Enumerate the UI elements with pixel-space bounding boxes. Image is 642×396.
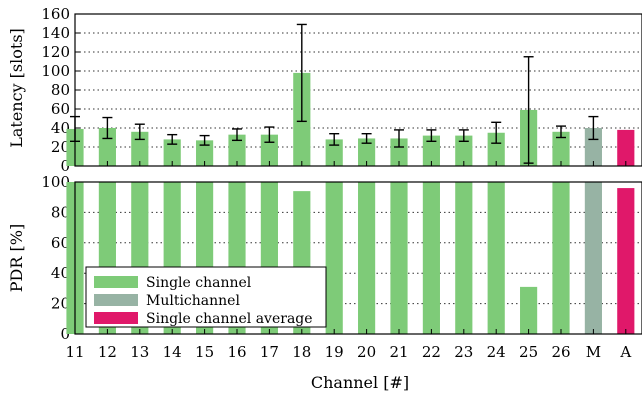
latency-ytick-label: 40 xyxy=(51,119,70,137)
pdr-ytick-label: 100 xyxy=(41,173,70,191)
latency-bar-single-channel xyxy=(163,139,181,166)
latency-ytick-label: 120 xyxy=(41,43,70,61)
pdr-axis-title: PDR [%] xyxy=(7,224,26,292)
latency-bar-single-channel xyxy=(422,135,440,166)
channel-tick-label: 17 xyxy=(260,343,279,361)
channel-tick-label: 20 xyxy=(357,343,376,361)
legend-swatch-single-channel-average xyxy=(94,312,138,324)
pdr-bar-single-channel xyxy=(520,286,538,334)
pdr-bar-single-channel xyxy=(487,182,505,334)
channel-tick-label: 18 xyxy=(292,343,311,361)
latency-axis-title: Latency [slots] xyxy=(7,28,26,148)
latency-ytick-label: 60 xyxy=(51,100,70,118)
latency-bar-single-channel-average xyxy=(617,129,635,166)
latency-ytick-label: 140 xyxy=(41,24,70,42)
latency-bar-single-channel xyxy=(228,134,246,166)
channel-tick-label: 22 xyxy=(422,343,441,361)
channel-tick-label: 21 xyxy=(389,343,408,361)
channel-tick-label: M xyxy=(586,343,601,361)
pdr-ytick-label: 20 xyxy=(51,295,70,313)
legend-swatch-multichannel xyxy=(94,294,138,306)
pdr-bar-single-channel-average xyxy=(617,188,635,334)
latency-bar-single-channel xyxy=(455,135,473,166)
x-axis: 11 12 13 14 15 16 17 18 19 20 21 22 23 24 25 26 M A xyxy=(65,343,631,361)
latency-bar-single-channel xyxy=(98,128,116,166)
legend-label-single-channel-average: Single channel average xyxy=(146,311,313,327)
legend: Single channel Multichannel Single chann… xyxy=(85,266,327,328)
latency-bar-single-channel xyxy=(552,131,570,166)
latency-bar-single-channel xyxy=(487,132,505,166)
latency-bar-single-channel xyxy=(131,131,149,166)
pdr-ytick-label: 60 xyxy=(51,234,70,252)
latency-bar-single-channel xyxy=(390,138,408,166)
channel-tick-label: 14 xyxy=(163,343,182,361)
channel-tick-label: 12 xyxy=(98,343,117,361)
latency-bar-multichannel xyxy=(584,128,602,166)
channel-tick-label: A xyxy=(619,343,631,361)
pdr-plot-frame xyxy=(74,181,642,335)
pdr-bar-single-channel xyxy=(358,182,376,334)
channel-tick-label: 25 xyxy=(519,343,538,361)
legend-label-multichannel: Multichannel xyxy=(146,293,240,309)
latency-ytick-label: 0 xyxy=(60,157,70,175)
channel-tick-label: 23 xyxy=(454,343,473,361)
pdr-bar-single-channel xyxy=(422,182,440,334)
latency-plot-frame xyxy=(74,13,642,167)
channel-tick-label: 26 xyxy=(551,343,570,361)
pdr-bar-single-channel xyxy=(325,182,343,334)
channel-tick-label: 11 xyxy=(65,343,84,361)
channel-tick-label: 16 xyxy=(227,343,246,361)
legend-swatch-single-channel xyxy=(94,276,138,288)
pdr-bar-single-channel xyxy=(390,182,408,334)
pdr-ytick-label: 40 xyxy=(51,264,70,282)
latency-bar-single-channel xyxy=(358,138,376,166)
channel-tick-label: 15 xyxy=(195,343,214,361)
channel-tick-label: 13 xyxy=(130,343,149,361)
channel-tick-label: 19 xyxy=(325,343,344,361)
latency-bar-single-channel xyxy=(325,139,343,166)
latency-ytick-label: 100 xyxy=(41,62,70,80)
pdr-ytick-label: 0 xyxy=(60,325,70,343)
latency-ytick-label: 20 xyxy=(51,138,70,156)
latency-ytick-label: 160 xyxy=(41,5,70,23)
channel-axis-title: Channel [#] xyxy=(311,373,409,392)
latency-bar-single-channel xyxy=(196,140,214,166)
pdr-bar-single-channel xyxy=(552,182,570,334)
pdr-bar-multichannel xyxy=(584,182,602,334)
pdr-ytick-label: 80 xyxy=(51,203,70,221)
legend-label-single-channel: Single channel xyxy=(146,275,252,291)
latency-ytick-label: 80 xyxy=(51,81,70,99)
pdr-bar-single-channel xyxy=(455,182,473,334)
channel-tick-label: 24 xyxy=(487,343,506,361)
